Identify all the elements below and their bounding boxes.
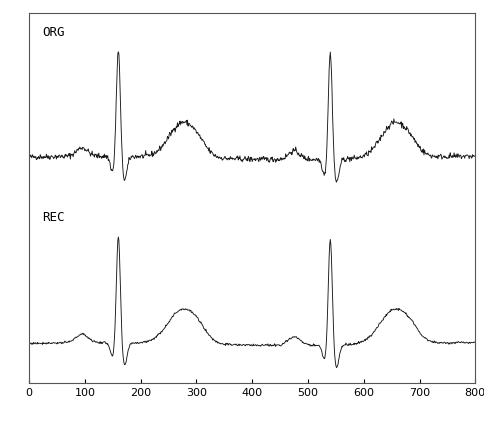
Text: ORG: ORG <box>43 26 65 39</box>
Text: REC: REC <box>43 211 65 224</box>
